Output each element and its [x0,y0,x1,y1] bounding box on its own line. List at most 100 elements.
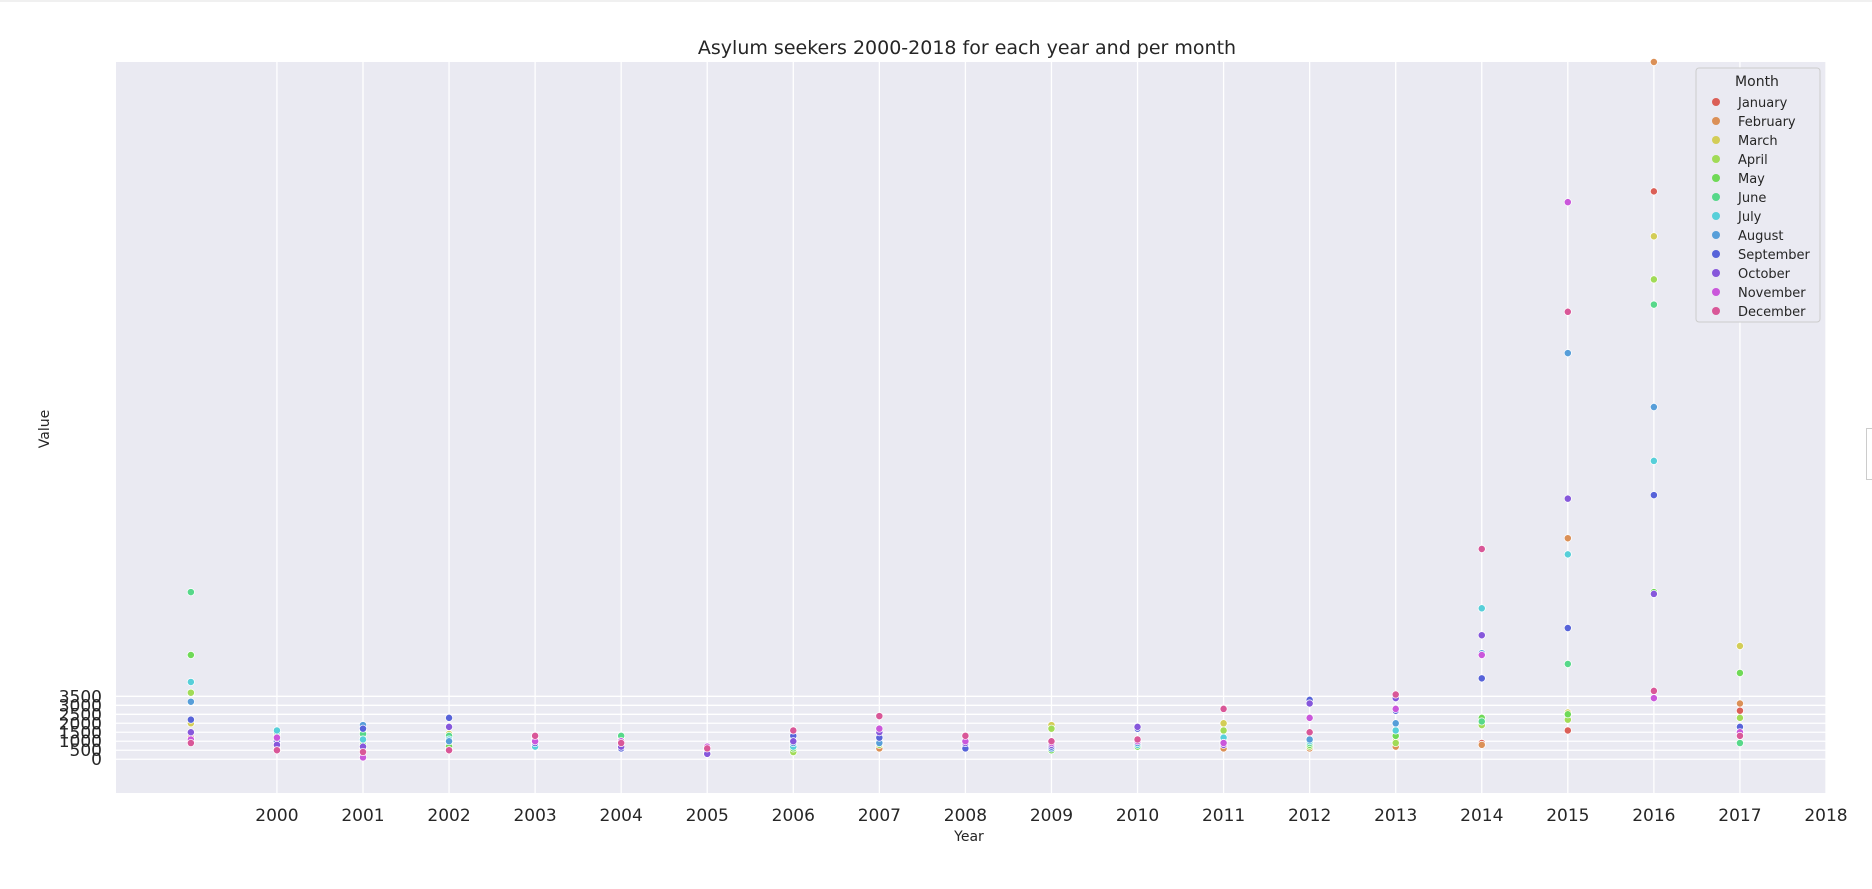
legend-marker [1712,193,1720,201]
data-point-september [359,724,367,733]
legend-label: November [1738,286,1806,301]
data-point-december [789,726,798,735]
data-point-june [1477,717,1486,726]
data-point-april [1649,275,1658,284]
data-point-december [359,748,367,756]
data-point-november [1649,694,1658,703]
data-point-september [1477,674,1486,683]
x-tick-label: 2016 [1632,806,1675,826]
data-point-july [186,677,195,686]
data-point-november [1219,739,1228,747]
data-point-november [1477,651,1486,659]
y-axis-label: Value [37,410,53,448]
legend-label: December [1738,305,1806,320]
data-point-june [1563,660,1572,668]
x-tick-label: 2013 [1374,806,1417,826]
data-point-october [1305,699,1314,708]
data-point-october [186,728,195,737]
data-point-march [1219,719,1228,728]
y-tick-label: 2500 [59,705,102,725]
data-point-may [186,651,195,659]
x-tick-label: 2015 [1546,806,1589,826]
x-tick-label: 2007 [858,806,901,826]
x-tick-labels: 2000 2001 2002 2003 2004 2005 2006 2007 2008 2009… [255,806,1847,826]
data-point-december [1391,690,1400,699]
legend-marker [1712,174,1720,182]
data-point-august [1563,349,1572,358]
x-tick-label: 2008 [944,806,987,826]
data-point-november [1305,713,1314,722]
data-point-december [1047,737,1056,746]
data-point-august [1305,735,1314,744]
legend-box [1695,67,1821,323]
data-point-december [445,746,453,755]
y-tick-label: 3000 [59,696,102,716]
x-tick-label: 2014 [1460,806,1503,826]
legend-items: January February March April May June July Augu… [1712,96,1811,320]
y-tick-label: 2000 [59,714,102,734]
x-tick-label: 2009 [1030,806,1073,826]
data-point-september [445,713,453,722]
x-tick-label: 2005 [686,806,729,826]
plot-area [116,62,1826,793]
y-tick-label: 1500 [59,723,102,743]
legend-label: June [1737,191,1766,206]
legend-label: February [1738,115,1796,130]
x-tick-label: 2011 [1202,806,1245,826]
legend-label: September [1738,248,1811,263]
data-point-march [1649,232,1658,241]
data-point-april [1219,726,1228,735]
legend-marker [1712,136,1720,144]
data-point-september [186,715,195,724]
data-point-december [1563,307,1572,316]
data-point-january [1649,187,1658,196]
legend-marker [1712,98,1720,106]
chart-title: Asylum seekers 2000-2018 for each year a… [698,37,1236,59]
data-point-october [445,722,453,731]
data-point-june [1735,739,1744,747]
legend-label: October [1738,267,1791,282]
x-tick-label: 2004 [600,806,643,826]
y-tick-label: 1000 [59,732,102,752]
legend-marker [1712,155,1720,163]
side-panel-tab[interactable] [1866,428,1872,480]
data-point-december [1133,735,1142,744]
data-point-december [1649,686,1658,695]
data-point-december [272,746,281,755]
legend-marker [1712,307,1720,315]
data-point-february [1477,740,1486,749]
data-point-november [875,724,884,733]
data-point-july [1391,726,1400,735]
data-point-december [703,744,712,753]
data-point-january [1735,706,1744,715]
legend: Month January February March April May June Ju… [1695,67,1821,323]
x-tick-label: 2003 [513,806,556,826]
legend-label: January [1737,96,1788,111]
data-point-may [1735,669,1744,677]
data-point-december [1477,545,1486,553]
data-point-august [445,737,453,746]
data-point-december [961,731,970,740]
data-point-december [617,739,626,747]
data-point-february [1735,699,1744,708]
data-point-october [1649,589,1658,598]
data-point-february [1563,534,1572,543]
legend-label: August [1738,229,1784,244]
data-point-december [1735,731,1744,740]
data-point-december [875,712,884,721]
legend-marker [1712,212,1720,220]
x-tick-label: 2000 [255,806,298,826]
data-point-october [1477,631,1486,640]
data-point-december [1219,704,1228,713]
data-point-september [1563,624,1572,632]
data-point-july [1649,456,1658,465]
data-point-july [272,726,281,735]
data-point-march [1735,642,1744,650]
data-points [186,58,1744,762]
x-tick-label: 2006 [772,806,815,826]
data-point-october [1133,722,1142,731]
data-point-february [1649,58,1658,66]
